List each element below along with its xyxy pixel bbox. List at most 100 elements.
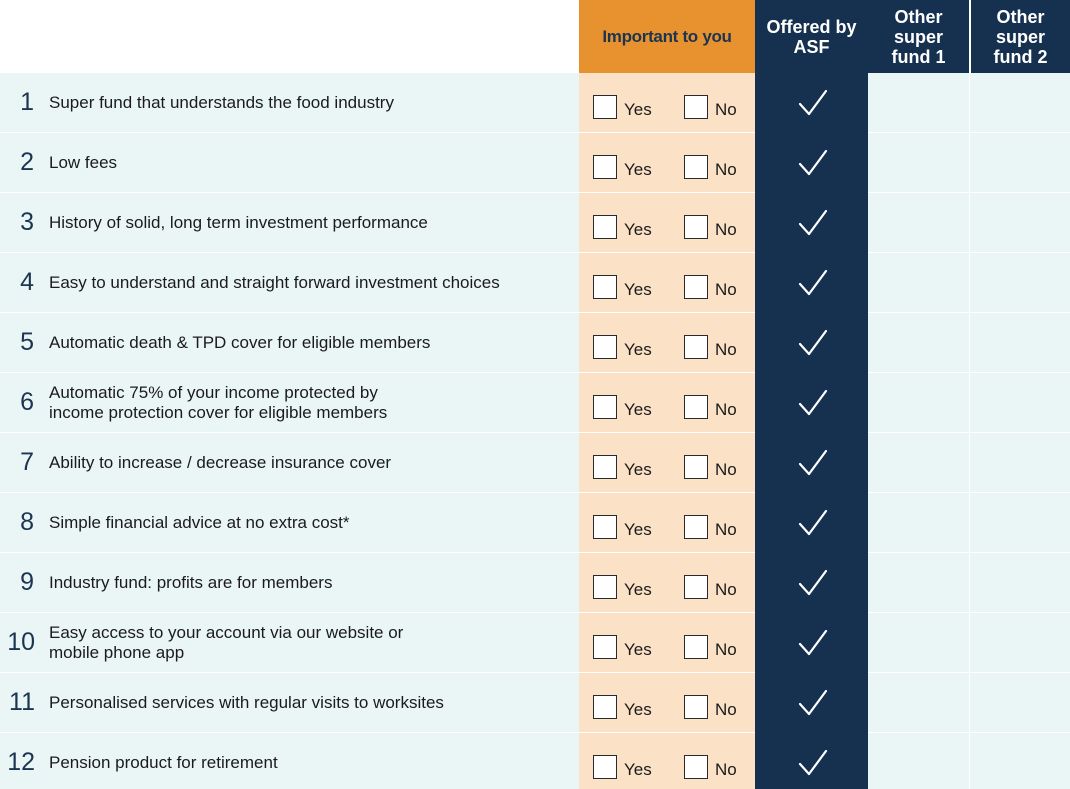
table-row: 12 Pension product for retirement Yes No — [0, 733, 1070, 789]
other-fund-1-cell[interactable] — [868, 373, 969, 433]
importance-cell: Yes No — [579, 673, 755, 733]
other-fund-1-cell[interactable] — [868, 673, 969, 733]
importance-cell: Yes No — [579, 493, 755, 553]
no-label: No — [715, 460, 737, 479]
no-label: No — [715, 400, 737, 419]
row-number: 5 — [20, 328, 34, 356]
other-fund-1-cell[interactable] — [868, 733, 969, 789]
header-other2-label: Other super fund 2 — [993, 6, 1048, 67]
checkmark-icon — [798, 689, 828, 717]
no-checkbox[interactable] — [684, 575, 708, 599]
no-label: No — [715, 580, 737, 599]
yes-checkbox[interactable] — [593, 635, 617, 659]
other-fund-2-cell[interactable] — [970, 133, 1070, 193]
yes-checkbox[interactable] — [593, 155, 617, 179]
other-fund-2-cell[interactable] — [970, 313, 1070, 373]
no-label: No — [715, 100, 737, 119]
asf-offered-cell — [755, 553, 868, 613]
other-fund-1-cell[interactable] — [868, 433, 969, 493]
feature-label: Ability to increase / decrease insurance… — [49, 452, 392, 472]
yes-checkbox[interactable] — [593, 395, 617, 419]
header-other1-label: Other super fund 1 — [891, 6, 946, 67]
other-fund-2-cell[interactable] — [970, 73, 1070, 133]
other-fund-2-cell[interactable] — [970, 373, 1070, 433]
importance-cell: Yes No — [579, 133, 755, 193]
table-row: 8 Simple financial advice at no extra cos… — [0, 493, 1070, 553]
table-row: 10 Easy access to your account via our we… — [0, 613, 1070, 673]
no-checkbox[interactable] — [684, 695, 708, 719]
importance-cell: Yes No — [579, 253, 755, 313]
feature-cell: 3 History of solid, long term investment … — [0, 193, 579, 253]
row-number: 11 — [9, 688, 35, 716]
no-checkbox[interactable] — [684, 515, 708, 539]
other-fund-1-cell[interactable] — [868, 493, 969, 553]
feature-cell: 8 Simple financial advice at no extra cos… — [0, 493, 579, 553]
feature-label: Industry fund: profits are for members — [49, 572, 333, 592]
no-checkbox[interactable] — [684, 395, 708, 419]
other-fund-2-cell[interactable] — [970, 613, 1070, 673]
header-important-to-you: Important to you — [579, 0, 755, 73]
feature-label: Super fund that understands the food ind… — [49, 92, 394, 112]
feature-cell: 11 Personalised services with regular vis… — [0, 673, 579, 733]
other-fund-2-cell[interactable] — [970, 553, 1070, 613]
no-checkbox[interactable] — [684, 275, 708, 299]
feature-label: Pension product for retirement — [49, 752, 278, 772]
yes-checkbox[interactable] — [593, 755, 617, 779]
no-checkbox[interactable] — [684, 95, 708, 119]
other-fund-2-cell[interactable] — [970, 673, 1070, 733]
yes-label: Yes — [624, 280, 652, 299]
no-label: No — [715, 640, 737, 659]
yes-checkbox[interactable] — [593, 515, 617, 539]
no-checkbox[interactable] — [684, 335, 708, 359]
yes-checkbox[interactable] — [593, 95, 617, 119]
other-fund-1-cell[interactable] — [868, 553, 969, 613]
other-fund-1-cell[interactable] — [868, 73, 969, 133]
checkmark-icon — [798, 569, 828, 597]
other-fund-2-cell[interactable] — [970, 733, 1070, 789]
yes-checkbox[interactable] — [593, 215, 617, 239]
importance-cell: Yes No — [579, 613, 755, 673]
table-row: 3 History of solid, long term investment … — [0, 193, 1070, 253]
yes-checkbox[interactable] — [593, 335, 617, 359]
no-label: No — [715, 520, 737, 539]
other-fund-1-cell[interactable] — [868, 193, 969, 253]
importance-cell: Yes No — [579, 73, 755, 133]
other-fund-2-cell[interactable] — [970, 433, 1070, 493]
row-number: 10 — [7, 628, 35, 656]
table-row: 9 Industry fund: profits are for members Y… — [0, 553, 1070, 613]
no-checkbox[interactable] — [684, 635, 708, 659]
other-fund-2-cell[interactable] — [970, 193, 1070, 253]
row-number: 7 — [20, 448, 34, 476]
no-checkbox[interactable] — [684, 215, 708, 239]
no-checkbox[interactable] — [684, 455, 708, 479]
yes-label: Yes — [624, 220, 652, 239]
checkmark-icon — [798, 329, 828, 357]
asf-offered-cell — [755, 673, 868, 733]
importance-cell: Yes No — [579, 373, 755, 433]
importance-cell: Yes No — [579, 553, 755, 613]
yes-label: Yes — [624, 700, 652, 719]
yes-checkbox[interactable] — [593, 695, 617, 719]
other-fund-1-cell[interactable] — [868, 613, 969, 673]
yes-checkbox[interactable] — [593, 455, 617, 479]
no-label: No — [715, 340, 737, 359]
other-fund-2-cell[interactable] — [970, 493, 1070, 553]
row-number: 3 — [20, 208, 34, 236]
feature-cell: 4 Easy to understand and straight forward… — [0, 253, 579, 313]
other-fund-1-cell[interactable] — [868, 133, 969, 193]
other-fund-2-cell[interactable] — [970, 253, 1070, 313]
feature-label: Easy to understand and straight forward … — [49, 272, 500, 292]
checkmark-icon — [798, 629, 828, 657]
no-checkbox[interactable] — [684, 755, 708, 779]
importance-cell: Yes No — [579, 193, 755, 253]
yes-label: Yes — [624, 100, 652, 119]
yes-checkbox[interactable] — [593, 575, 617, 599]
other-fund-1-cell[interactable] — [868, 253, 969, 313]
other-fund-1-cell[interactable] — [868, 313, 969, 373]
yes-checkbox[interactable] — [593, 275, 617, 299]
header-asf-label: Offered by ASF — [766, 16, 857, 57]
feature-label: Personalised services with regular visit… — [49, 692, 444, 712]
asf-offered-cell — [755, 73, 868, 133]
no-checkbox[interactable] — [684, 155, 708, 179]
no-label: No — [715, 280, 737, 299]
